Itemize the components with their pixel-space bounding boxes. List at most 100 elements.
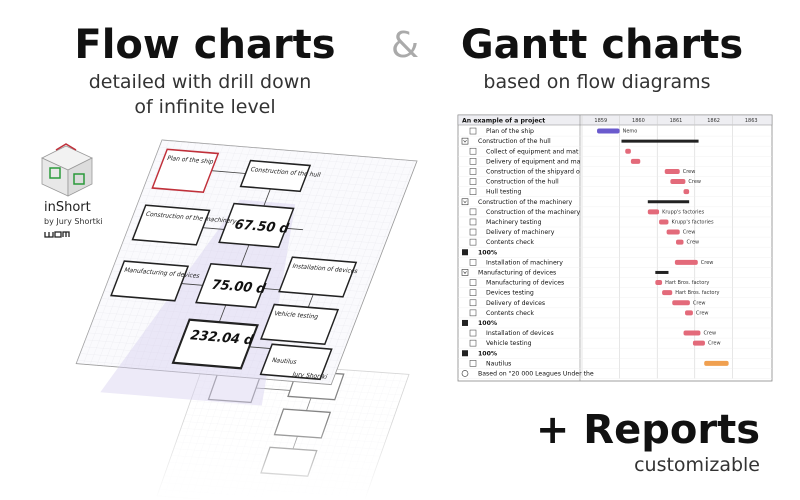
task-bar xyxy=(659,219,669,225)
expand-toggle xyxy=(461,269,469,276)
note-icon xyxy=(461,370,469,377)
task-label: Nautilus xyxy=(486,360,511,367)
resource-label: Hart Bros. factory xyxy=(675,290,719,296)
flow-chart-sheet: Plan of the ship Construction of the hul… xyxy=(75,139,418,406)
resource-label: Crew xyxy=(708,341,721,347)
task-label: Delivery of devices xyxy=(486,300,545,307)
gantt-title: An example of a project xyxy=(462,118,545,125)
task-label: Installation of devices xyxy=(486,330,554,337)
task-checkbox xyxy=(469,178,477,185)
task-bar xyxy=(655,280,663,286)
left-subtitle: of infinite level xyxy=(134,96,275,118)
flow-duration: 75.00 d xyxy=(209,278,268,297)
task-label: Plan of the ship xyxy=(486,128,534,135)
flow-node-label: Vehicle testing xyxy=(273,310,319,320)
fade-overlay xyxy=(150,420,410,500)
left-subtitle: detailed with drill down xyxy=(89,71,312,93)
reports-subtitle: customizable xyxy=(634,454,760,476)
task-label: Contents check xyxy=(486,310,534,317)
task-checkbox xyxy=(469,228,477,236)
toggle-arrow xyxy=(463,271,467,274)
task-checkbox xyxy=(469,208,477,216)
task-checkbox xyxy=(469,289,477,296)
task-label: Delivery of machinery xyxy=(486,229,555,236)
summary-bar xyxy=(621,139,699,143)
task-bar xyxy=(597,128,620,134)
task-bar xyxy=(676,239,684,245)
toggle-arrow xyxy=(463,200,467,204)
app-logo xyxy=(41,143,93,197)
resource-label: Crew xyxy=(696,310,709,316)
task-checkbox xyxy=(469,168,477,175)
gantt-panel xyxy=(457,114,773,382)
result-icon xyxy=(462,350,468,357)
reports-title: + Reports xyxy=(536,407,760,453)
task-checkbox xyxy=(469,309,477,317)
task-bar xyxy=(683,330,701,336)
resource-label: Crew xyxy=(683,230,696,236)
gantt-header xyxy=(457,114,773,126)
resource-label: Crew xyxy=(688,179,701,185)
task-label: Contents check xyxy=(486,239,534,246)
resource-label: Crew xyxy=(701,260,714,266)
resource-label: Krupp's factories xyxy=(662,209,705,215)
year-label: 1860 xyxy=(632,118,645,124)
task-label: Manufacturing of devices xyxy=(478,269,556,276)
resource-label: Crew xyxy=(683,169,696,175)
task-checkbox xyxy=(469,259,477,266)
task-bar xyxy=(630,158,641,164)
resource-label: Crew xyxy=(693,300,706,306)
left-title: Flow charts xyxy=(74,22,335,68)
resource-label: Crew xyxy=(687,240,700,246)
task-label: Based on "20 000 Leagues Under the xyxy=(478,370,594,377)
right-title: Gantt charts xyxy=(461,22,743,68)
year-label: 1863 xyxy=(745,118,758,124)
task-checkbox xyxy=(469,329,477,337)
task-checkbox xyxy=(469,158,477,165)
task-bar xyxy=(672,300,690,306)
ampersand: & xyxy=(391,25,419,66)
task-label: Manufacturing of devices xyxy=(486,280,564,287)
task-label: 100% xyxy=(478,249,497,256)
resource-label: Hart Bros. factory xyxy=(665,280,709,286)
task-checkbox xyxy=(469,360,477,367)
brand-mark xyxy=(44,231,70,238)
expand-toggle xyxy=(461,198,469,206)
task-bar xyxy=(670,179,686,185)
task-label: Collect of equipment and mat xyxy=(486,148,579,155)
task-label: Construction of the shipyard o xyxy=(486,168,580,175)
task-label: 100% xyxy=(478,350,497,357)
resource-label: Crew xyxy=(703,331,716,337)
flow-duration: 67.50 d xyxy=(232,218,291,237)
task-label: Construction of the machinery xyxy=(478,199,573,206)
flow-duration: 232.04 d xyxy=(188,329,256,349)
task-bar xyxy=(692,340,705,346)
year-label: 1859 xyxy=(594,118,607,124)
task-label: 100% xyxy=(478,320,497,327)
task-label: Devices testing xyxy=(486,290,534,297)
task-checkbox xyxy=(469,238,477,246)
resource-label: Nemo xyxy=(623,129,638,135)
task-bar xyxy=(704,360,729,366)
task-bar xyxy=(662,290,673,296)
task-bar xyxy=(683,189,690,195)
task-bar xyxy=(674,259,698,265)
flow-node-label: Nautilus xyxy=(271,357,298,366)
task-bar xyxy=(647,209,660,215)
task-checkbox xyxy=(469,127,477,135)
task-label: Construction of the hull xyxy=(478,138,551,145)
task-checkbox xyxy=(469,299,477,307)
task-checkbox xyxy=(469,188,477,195)
task-label: Hull testing xyxy=(486,189,522,196)
task-bar xyxy=(685,310,693,316)
task-bar xyxy=(666,229,680,235)
app-author: by Jury Shortki xyxy=(44,217,103,226)
resource-label: Krupp's factories xyxy=(671,219,714,225)
result-icon xyxy=(462,319,468,326)
year-label: 1862 xyxy=(707,118,720,124)
flow-node-label: Plan of the ship xyxy=(166,155,215,166)
gantt-body: 1859 1860 1861 1862 1863 Plan of the ship Nemo… xyxy=(458,115,772,379)
task-label: Vehicle testing xyxy=(486,340,532,347)
toggle-arrow xyxy=(463,139,467,143)
